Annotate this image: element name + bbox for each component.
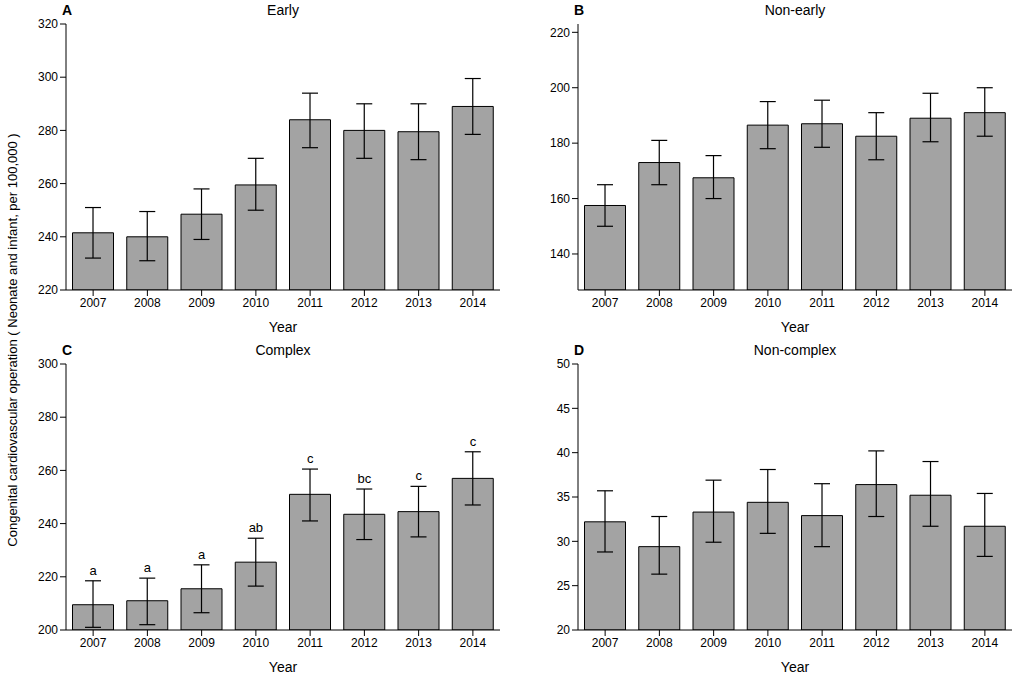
svg-text:2011: 2011 [809, 636, 835, 650]
svg-text:2014: 2014 [460, 636, 487, 650]
svg-text:180: 180 [550, 136, 570, 150]
svg-text:2010: 2010 [755, 636, 782, 650]
svg-text:280: 280 [38, 124, 58, 138]
svg-text:2008: 2008 [646, 296, 673, 310]
svg-text:a: a [144, 560, 152, 575]
svg-text:260: 260 [38, 464, 58, 478]
svg-text:a: a [198, 547, 206, 562]
svg-text:2012: 2012 [351, 636, 378, 650]
svg-text:50: 50 [557, 357, 571, 371]
svg-text:140: 140 [550, 247, 570, 261]
svg-text:45: 45 [557, 402, 571, 416]
svg-text:2009: 2009 [188, 636, 215, 650]
svg-text:300: 300 [38, 357, 58, 371]
svg-text:220: 220 [38, 283, 58, 297]
html-text:D: D [574, 342, 585, 358]
svg-text:2012: 2012 [351, 296, 378, 310]
svg-text:2014: 2014 [972, 296, 999, 310]
svg-text:Year: Year [781, 659, 810, 675]
svg-text:2007: 2007 [80, 296, 107, 310]
html-text:B: B [574, 2, 585, 18]
svg-text:2011: 2011 [297, 296, 323, 310]
svg-text:220: 220 [550, 26, 570, 40]
html-text:Early: Early [267, 2, 299, 18]
svg-text:2013: 2013 [405, 296, 432, 310]
svg-text:a: a [90, 563, 98, 578]
svg-text:2014: 2014 [460, 296, 487, 310]
svg-text:2010: 2010 [755, 296, 782, 310]
svg-text:2007: 2007 [80, 636, 107, 650]
svg-text:bc: bc [358, 471, 372, 486]
svg-text:Year: Year [269, 659, 298, 675]
svg-text:25: 25 [557, 579, 571, 593]
svg-text:2012: 2012 [863, 636, 890, 650]
svg-text:280: 280 [38, 410, 58, 424]
svg-text:c: c [307, 451, 314, 466]
svg-text:30: 30 [557, 535, 571, 549]
html-text:C: C [62, 342, 73, 358]
svg-text:20: 20 [557, 623, 571, 637]
svg-text:Year: Year [269, 319, 298, 335]
svg-text:2007: 2007 [592, 296, 619, 310]
svg-text:160: 160 [550, 192, 570, 206]
svg-text:2008: 2008 [646, 636, 673, 650]
svg-text:2010: 2010 [243, 296, 270, 310]
svg-text:240: 240 [38, 230, 58, 244]
svg-text:c: c [415, 468, 422, 483]
svg-text:2012: 2012 [863, 296, 890, 310]
svg-text:35: 35 [557, 490, 571, 504]
html-text:A: A [62, 2, 73, 18]
svg-text:200: 200 [550, 81, 570, 95]
svg-text:c: c [470, 434, 477, 449]
svg-text:2008: 2008 [134, 636, 161, 650]
svg-text:ab: ab [249, 520, 263, 535]
svg-text:Year: Year [781, 319, 810, 335]
svg-text:40: 40 [557, 446, 571, 460]
svg-text:2009: 2009 [188, 296, 215, 310]
svg-text:2013: 2013 [917, 296, 944, 310]
html-text:Congenital cardiovascular oper: Congenital cardiovascular operation ( Ne… [4, 133, 20, 547]
svg-text:2013: 2013 [917, 636, 944, 650]
svg-text:200: 200 [38, 623, 58, 637]
html-text:Non-complex: Non-complex [753, 342, 837, 358]
svg-text:260: 260 [38, 177, 58, 191]
svg-text:2011: 2011 [809, 296, 835, 310]
svg-text:2008: 2008 [134, 296, 161, 310]
svg-text:300: 300 [38, 70, 58, 84]
svg-text:2009: 2009 [700, 636, 727, 650]
svg-text:2010: 2010 [243, 636, 270, 650]
svg-text:2007: 2007 [592, 636, 619, 650]
svg-text:2011: 2011 [297, 636, 323, 650]
html-text:Complex: Complex [255, 342, 311, 358]
svg-text:2014: 2014 [972, 636, 999, 650]
svg-text:320: 320 [38, 17, 58, 31]
svg-text:240: 240 [38, 517, 58, 531]
svg-text:2013: 2013 [405, 636, 432, 650]
svg-text:2009: 2009 [700, 296, 727, 310]
svg-text:220: 220 [38, 570, 58, 584]
html-text:Non-early: Non-early [764, 2, 826, 18]
